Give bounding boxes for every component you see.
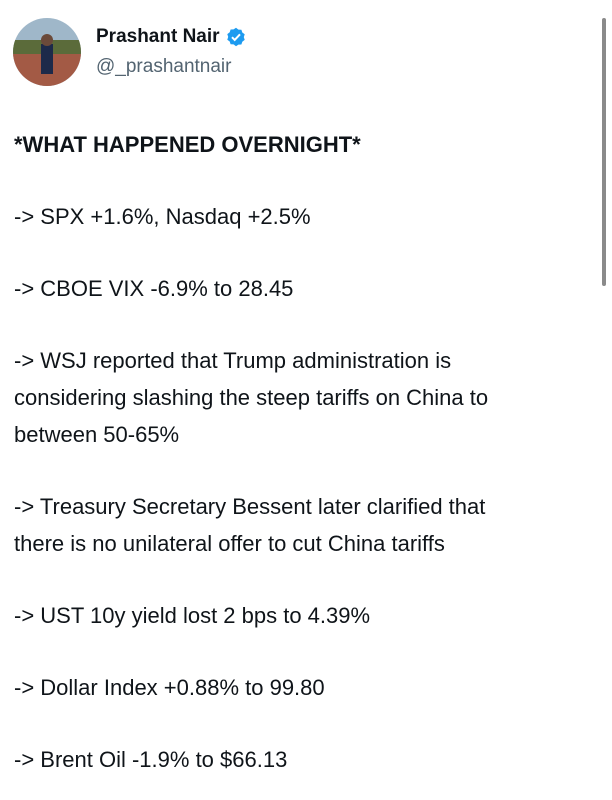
text-line: -> SPX +1.6%, Nasdaq +2.5% — [14, 204, 311, 229]
text-line: between 50-65% — [14, 422, 180, 447]
tweet-title: *WHAT HAPPENED OVERNIGHT* — [14, 132, 361, 157]
text-line: -> CBOE VIX -6.9% to 28.45 — [14, 276, 294, 301]
text-line: -> WSJ reported that Trump administratio… — [14, 348, 452, 373]
paragraph: -> Dollar Index +0.88% to 99.80 — [14, 669, 604, 706]
avatar — [13, 18, 81, 86]
paragraph: -> Treasury Secretary Bessent later clar… — [14, 488, 604, 562]
paragraph: -> WSJ reported that Trump administratio… — [14, 342, 604, 453]
text-line: -> Treasury Secretary Bessent later clar… — [14, 494, 486, 519]
user-handle: @_prashantnair — [96, 56, 232, 77]
paragraph: -> UST 10y yield lost 2 bps to 4.39% — [14, 597, 604, 634]
text-line: -> Dollar Index +0.88% to 99.80 — [14, 675, 325, 700]
paragraph: -> Brent Oil -1.9% to $66.13 — [14, 741, 604, 778]
tweet-body: *WHAT HAPPENED OVERNIGHT* -> SPX +1.6%, … — [14, 126, 604, 778]
user-name: Prashant Nair — [96, 26, 246, 48]
verified-badge — [226, 27, 245, 47]
paragraph: -> SPX +1.6%, Nasdaq +2.5% — [14, 198, 604, 235]
paragraph: -> CBOE VIX -6.9% to 28.45 — [14, 270, 604, 307]
text-line: there is no unilateral offer to cut Chin… — [14, 531, 445, 556]
name-text: Prashant Nair — [96, 26, 220, 47]
scrollbar — [602, 18, 606, 286]
text-line: -> Brent Oil -1.9% to $66.13 — [14, 747, 288, 772]
text-line: -> UST 10y yield lost 2 bps to 4.39% — [14, 603, 371, 628]
text-line: considering slashing the steep tariffs o… — [14, 385, 489, 410]
